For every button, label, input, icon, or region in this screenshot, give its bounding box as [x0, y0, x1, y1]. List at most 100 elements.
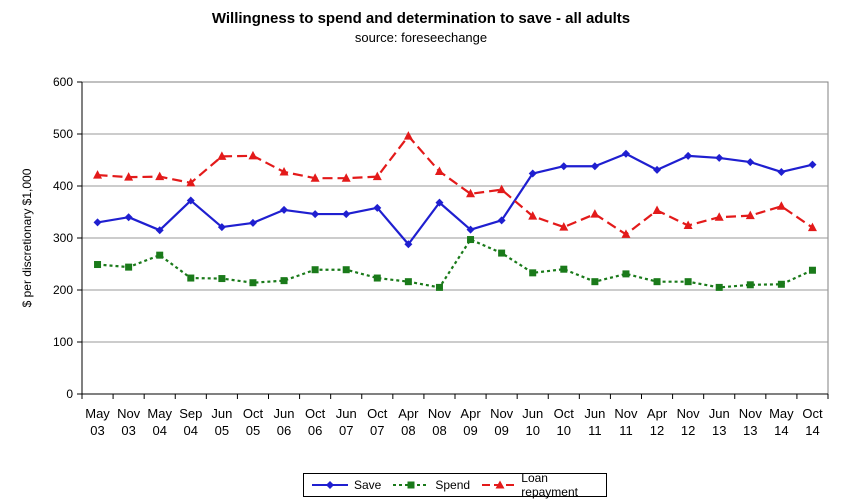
data-point-spend	[622, 270, 630, 278]
data-point-save	[621, 149, 630, 158]
data-point-save	[528, 169, 537, 178]
data-point-loan-repayment	[310, 173, 320, 182]
legend-label-loan: Loan repayment	[521, 471, 578, 499]
data-point-spend	[529, 269, 537, 277]
x-tick-label-year: 10	[557, 423, 571, 438]
data-point-spend	[342, 266, 350, 274]
data-point-loan-repayment	[807, 222, 817, 232]
y-tick-label: 600	[53, 75, 73, 89]
data-point-save	[280, 205, 289, 214]
x-tick-label-month: Nov	[739, 406, 763, 421]
data-point-save	[684, 151, 693, 160]
data-point-save	[342, 210, 351, 219]
x-tick-label-year: 06	[308, 423, 322, 438]
data-point-spend	[498, 249, 506, 257]
data-point-loan-repayment	[745, 210, 755, 220]
data-point-save	[311, 210, 320, 219]
x-tick-label-month: Nov	[490, 406, 514, 421]
data-point-spend	[653, 278, 661, 286]
data-point-save	[653, 165, 662, 174]
x-tick-label-month: Jun	[709, 406, 730, 421]
legend-label-save: Save	[354, 478, 382, 492]
chart-title: Willingness to spend and determination t…	[211, 10, 631, 27]
data-point-loan-repayment	[186, 177, 196, 187]
data-point-save	[93, 218, 102, 227]
data-point-spend	[125, 263, 133, 271]
data-point-save	[746, 158, 755, 167]
x-tick-label-year: 05	[246, 423, 260, 438]
data-point-spend	[684, 278, 692, 286]
data-point-loan-repayment	[466, 188, 476, 198]
x-tick-label-year: 09	[463, 423, 477, 438]
data-point-loan-repayment	[652, 205, 662, 214]
data-point-spend	[591, 278, 599, 286]
x-tick-label-month: Jun	[584, 406, 605, 421]
x-tick-label-year: 07	[339, 423, 353, 438]
data-point-save	[435, 198, 444, 207]
x-tick-label-month: Oct	[305, 406, 326, 421]
x-tick-label-month: Jun	[336, 406, 357, 421]
x-tick-label-month: Nov	[677, 406, 701, 421]
data-point-save	[715, 153, 724, 162]
data-point-save	[404, 240, 413, 249]
x-tick-label-year: 14	[774, 423, 788, 438]
legend-loan-swatch	[482, 480, 518, 489]
x-tick-label-year: 11	[588, 423, 602, 438]
x-tick-label-month: Jun	[274, 406, 295, 421]
data-point-loan-repayment	[341, 173, 351, 182]
x-tick-label-month: Jun	[211, 406, 232, 421]
series-line-loan-repayment	[97, 134, 814, 236]
y-tick-label: 400	[53, 179, 73, 193]
x-tick-label-year: 04	[152, 423, 166, 438]
y-axis-label: $ per discretionary $1,000	[20, 168, 34, 307]
data-point-loan-repayment	[217, 151, 227, 160]
legend-item-loan: Loan repayment	[480, 471, 602, 499]
x-tick-label-year: 04	[184, 423, 198, 438]
x-tick-label-month: Jun	[522, 406, 543, 421]
x-tick-label-year: 06	[277, 423, 291, 438]
legend-item-save: Save	[310, 478, 381, 492]
data-point-loan-repayment	[497, 184, 507, 194]
x-tick-label-month: Oct	[802, 406, 823, 421]
data-point-loan-repayment	[155, 171, 165, 181]
data-point-loan-repayment	[714, 212, 724, 221]
data-point-spend	[373, 274, 381, 282]
data-point-spend	[467, 236, 475, 244]
y-tick-label: 300	[53, 231, 73, 245]
x-tick-label-month: May	[85, 406, 110, 421]
data-point-loan-repayment	[683, 220, 693, 230]
x-tick-label-year: 12	[681, 423, 695, 438]
data-point-save	[248, 218, 257, 227]
x-tick-label-year: 10	[525, 423, 539, 438]
x-tick-label-month: Nov	[428, 406, 452, 421]
data-point-spend	[746, 281, 754, 289]
data-point-save	[497, 216, 506, 225]
x-tick-label-month: Nov	[117, 406, 141, 421]
data-point-loan-repayment	[776, 201, 786, 210]
x-tick-label-month: Apr	[398, 406, 419, 421]
legend-save-swatch	[312, 481, 348, 489]
series-line-save	[97, 152, 813, 246]
legend-spend-swatch	[393, 481, 430, 489]
data-point-loan-repayment	[124, 172, 134, 181]
x-tick-label-year: 07	[370, 423, 384, 438]
data-point-loan-repayment	[372, 171, 382, 181]
x-tick-label-month: Nov	[614, 406, 638, 421]
x-tick-label-year: 03	[121, 423, 135, 438]
data-point-spend	[311, 266, 319, 274]
x-tick-label-month: Oct	[243, 406, 264, 421]
x-tick-label-year: 13	[712, 423, 726, 438]
data-point-spend	[715, 283, 723, 291]
data-point-spend	[808, 266, 816, 274]
data-point-save	[217, 223, 226, 232]
x-tick-label-month: Oct	[367, 406, 388, 421]
chart-subtitle: source: foreseechange	[354, 30, 488, 45]
legend-label-spend: Spend	[435, 478, 471, 492]
data-point-save	[373, 203, 382, 212]
y-tick-label: 500	[53, 127, 73, 141]
y-tick-label: 100	[53, 335, 73, 349]
data-point-save	[466, 225, 475, 234]
data-point-save	[155, 226, 164, 235]
x-tick-label-year: 14	[805, 423, 819, 438]
